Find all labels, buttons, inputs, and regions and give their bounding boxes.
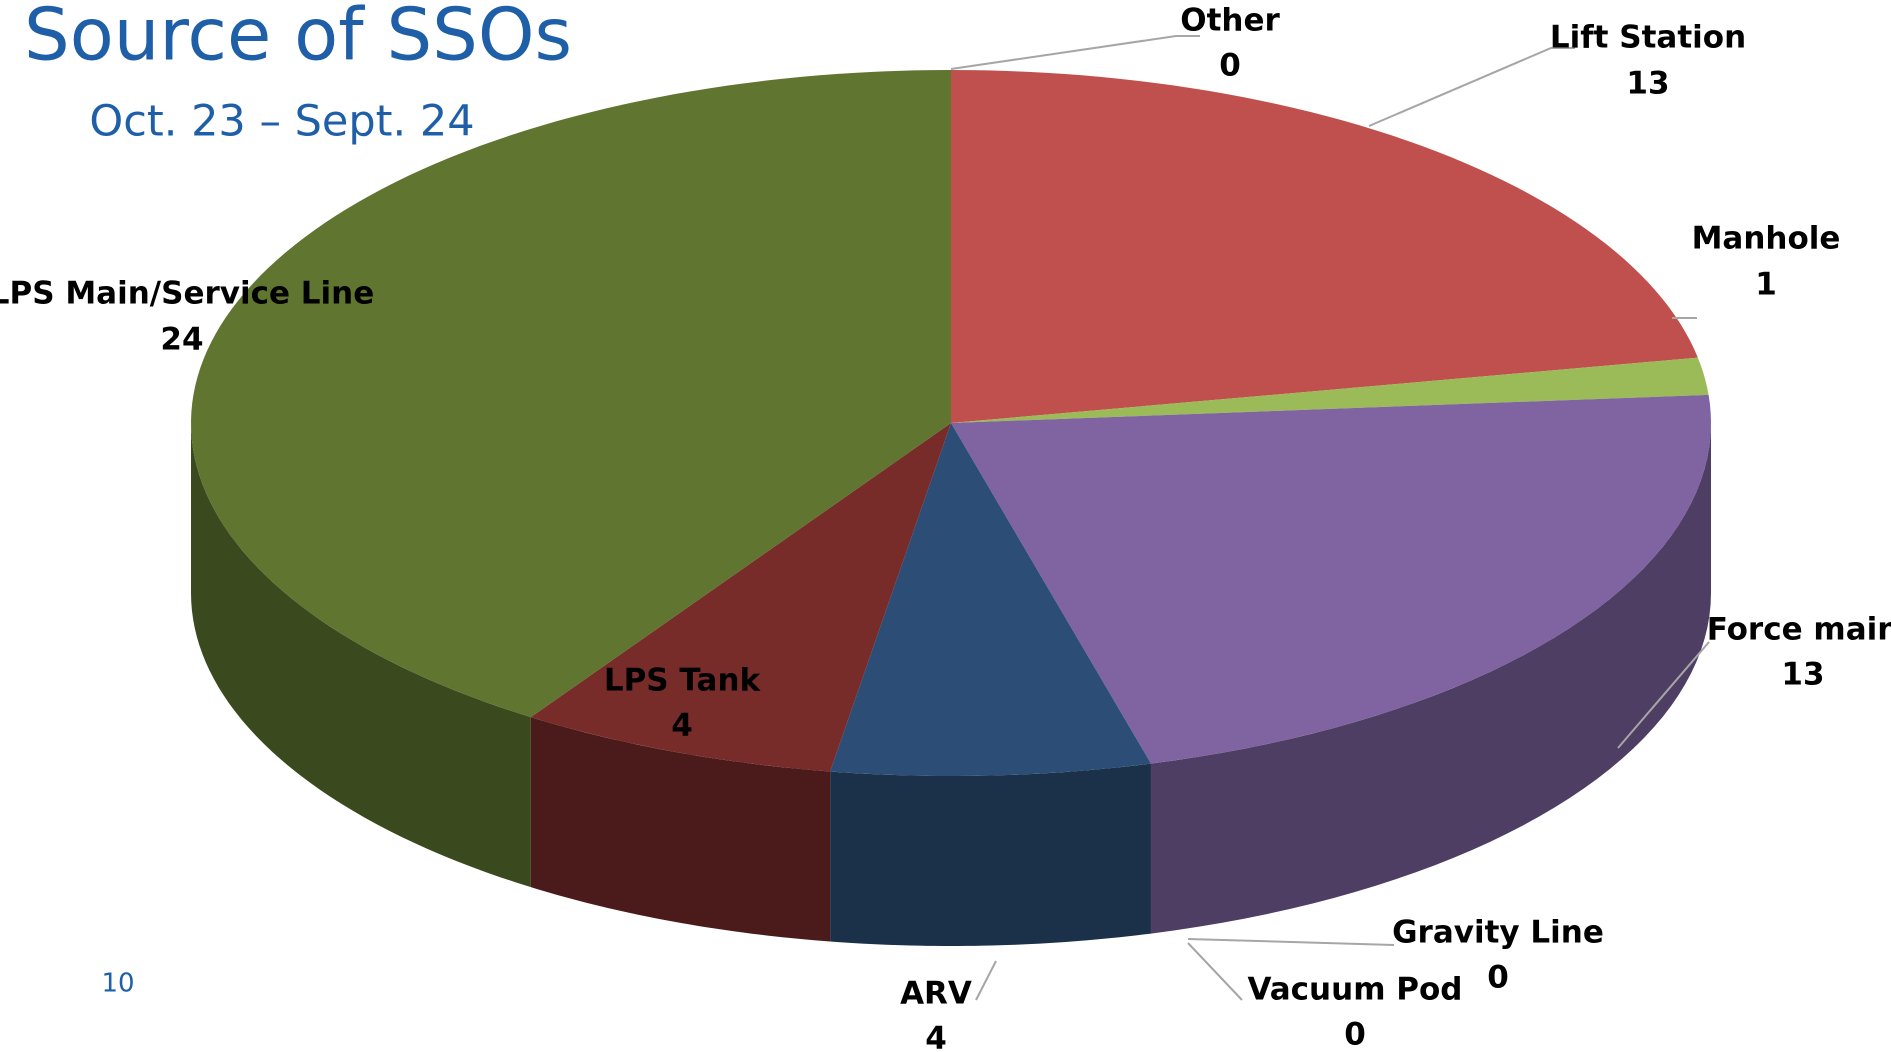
slice-label: ARV	[900, 976, 972, 1012]
title: Source of SSOs	[24, 0, 572, 77]
slice	[951, 394, 1711, 764]
leader-line	[1617, 641, 1710, 749]
slice	[951, 357, 1709, 423]
slice	[530, 423, 951, 772]
leader-line	[950, 35, 1200, 70]
slice-label: Vacuum Pod	[1247, 972, 1462, 1008]
slice-side	[1150, 423, 1711, 934]
leader-line	[975, 960, 997, 1001]
value-label: 0	[1344, 1017, 1366, 1052]
slice-label: LPS Main/Service Line	[0, 276, 374, 312]
slice-side	[530, 717, 831, 942]
subtitle: Oct. 23 – Sept. 24	[89, 97, 474, 147]
page-number: 10	[101, 969, 134, 999]
value-label: 0	[1487, 960, 1509, 996]
leader-line	[1187, 938, 1395, 946]
slice	[191, 70, 951, 718]
value-label: 1	[1755, 267, 1777, 303]
slice-label: Lift Station	[1550, 20, 1746, 56]
slice-side	[191, 423, 531, 888]
slice-label: Force main	[1707, 612, 1891, 648]
slice-label: Manhole	[1692, 221, 1841, 257]
slice	[830, 423, 1151, 776]
slice-label: LPS Tank	[604, 663, 762, 699]
leader-line	[1187, 942, 1243, 1001]
value-label: 4	[925, 1021, 947, 1052]
value-label: 24	[160, 322, 203, 358]
value-label: 13	[1626, 66, 1669, 102]
value-label: 4	[671, 708, 693, 744]
slice-side	[830, 763, 1151, 946]
slice-label: Other	[1180, 3, 1280, 39]
value-label: 0	[1219, 48, 1241, 84]
leader-line	[1368, 47, 1575, 127]
slice	[951, 70, 1698, 423]
slice-label: Gravity Line	[1392, 915, 1604, 951]
value-label: 13	[1781, 657, 1824, 693]
